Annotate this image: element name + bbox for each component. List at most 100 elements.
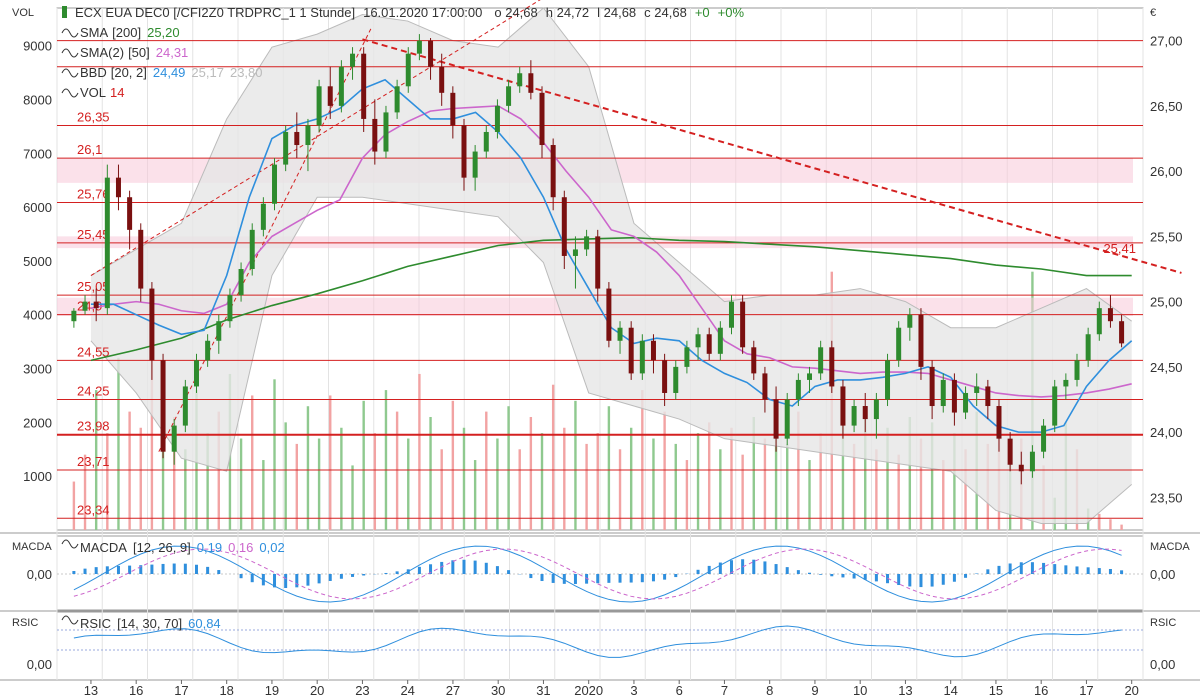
volume-bar <box>106 433 109 530</box>
candle-body <box>650 340 656 361</box>
volume-bar <box>395 411 399 530</box>
candle-body <box>795 379 801 400</box>
candle-body <box>283 131 289 165</box>
macd-legend-value: 0,02 <box>259 540 284 555</box>
x-tick-label: 13 <box>84 683 98 698</box>
macd-histogram-bar <box>808 572 812 574</box>
macd-histogram-bar <box>239 574 243 579</box>
header-datetime: 16.01.2020 17:00:00 <box>363 5 482 20</box>
volume-bar <box>563 427 566 530</box>
x-tick-label: 23 <box>355 683 369 698</box>
candle-body <box>1041 425 1047 452</box>
level-label: 25,76 <box>77 186 110 201</box>
macd-histogram-bar <box>763 561 767 574</box>
header-change: +0 <box>695 5 710 20</box>
candle-body <box>572 249 578 256</box>
candle-body <box>160 360 166 452</box>
level-label: 25,45 <box>77 227 110 242</box>
volume-bar <box>251 395 254 530</box>
x-tick-label: 15 <box>989 683 1003 698</box>
macd-histogram-bar <box>718 562 722 574</box>
rsi-legend-params: [14, 30, 70] <box>117 616 182 631</box>
macd-histogram-bar <box>150 564 154 574</box>
volume-bar <box>730 427 733 530</box>
price-tick-label: 26,00 <box>1150 164 1183 179</box>
macd-histogram-bar <box>273 574 277 588</box>
volume-tick-label: 9000 <box>23 39 52 54</box>
candle-body <box>662 360 668 393</box>
legend-value: 14 <box>110 85 124 100</box>
x-tick-label: 20 <box>1124 683 1138 698</box>
rsi-panel: RSIC RSIC 0,00 0,00 RSIC [14, 30, 70] 60,84 <box>12 615 1176 672</box>
volume-bar <box>786 443 789 530</box>
candle-body <box>439 66 445 93</box>
candle-body <box>472 151 478 178</box>
macd-histogram-bar <box>562 574 566 584</box>
header-high: h 24,72 <box>546 5 589 20</box>
volume-bar <box>607 406 611 530</box>
macd-histogram-bar <box>328 574 332 581</box>
macd-histogram-bar <box>707 565 711 574</box>
volume-bar <box>284 422 287 530</box>
horizontal-levels: 26,3526,125,7625,4525,0524,924,5524,2523… <box>57 40 1143 519</box>
volume-bar <box>841 422 845 530</box>
candle-body <box>461 125 467 178</box>
volume-bar <box>696 433 700 530</box>
macd-line <box>73 545 1122 603</box>
candle-body <box>1107 308 1113 322</box>
macd-legend-params: [12, 26, 9] <box>133 540 191 555</box>
macd-histogram-bar <box>941 574 945 585</box>
macd-legend-value: 0,16 <box>228 540 253 555</box>
volume-bar <box>864 406 867 530</box>
bollinger-band-area <box>90 8 1132 524</box>
macd-histogram-bar <box>1108 568 1112 574</box>
macd-histogram-bar <box>83 568 87 574</box>
volume-bar <box>585 443 588 530</box>
volume-tick-label: 2000 <box>23 415 52 430</box>
series-line-sma-2- <box>90 105 1132 398</box>
candle-body <box>405 53 411 87</box>
x-tick-label: 18 <box>219 683 233 698</box>
candle-body <box>104 177 110 309</box>
candle-body <box>807 373 813 380</box>
x-tick-label: 16 <box>1034 683 1048 698</box>
volume-bar <box>707 422 711 530</box>
legend-name: SMA(2) <box>80 45 124 60</box>
volume-bar <box>819 433 822 530</box>
legend: ECX EUA DEC0 [/CFI2Z0 TRDPRC_1 1 Stunde]… <box>61 5 744 100</box>
candle-body <box>751 347 757 374</box>
rsi-zero-tick-left: 0,00 <box>27 657 52 672</box>
x-tick-label: 9 <box>811 683 818 698</box>
price-tick-label: 23,50 <box>1150 490 1183 505</box>
macd-histogram-bar <box>774 564 778 574</box>
bollinger-upper-line <box>90 7 1132 329</box>
macd-histogram-bar <box>997 565 1001 574</box>
candle-body <box>428 40 434 67</box>
volume-bar <box>953 433 956 530</box>
candle-body <box>1096 308 1102 335</box>
macd-histogram-bar <box>306 574 310 586</box>
price-tick-label: 24,00 <box>1150 425 1183 440</box>
macd-histogram-bar <box>462 559 466 574</box>
legend-value: 24,31 <box>156 45 189 60</box>
candle-body <box>1063 379 1069 387</box>
legend-value: 25,17 <box>191 65 224 80</box>
macd-histogram-bar <box>785 567 789 574</box>
volume-bar <box>663 411 666 530</box>
price-tick-label: 26,50 <box>1150 99 1183 114</box>
candle-body <box>940 379 946 407</box>
macd-histogram-bar <box>495 566 499 574</box>
candle-body <box>628 327 634 374</box>
candle-body <box>684 347 690 367</box>
candle-body <box>528 73 534 93</box>
volume-bar <box>317 438 321 530</box>
volume-bar <box>518 449 521 530</box>
series-line-sma <box>90 236 1132 362</box>
candle-body <box>706 334 712 354</box>
x-tick-label: 30 <box>491 683 505 698</box>
axes: VOL €9000 8000 7000 6000 5000 4000 3000 2000 1000… <box>12 7 1183 698</box>
legend-value: 25,20 <box>147 25 180 40</box>
candle-body <box>829 347 835 387</box>
rsi-legend-value: 60,84 <box>188 616 221 631</box>
candle-body <box>929 366 935 407</box>
